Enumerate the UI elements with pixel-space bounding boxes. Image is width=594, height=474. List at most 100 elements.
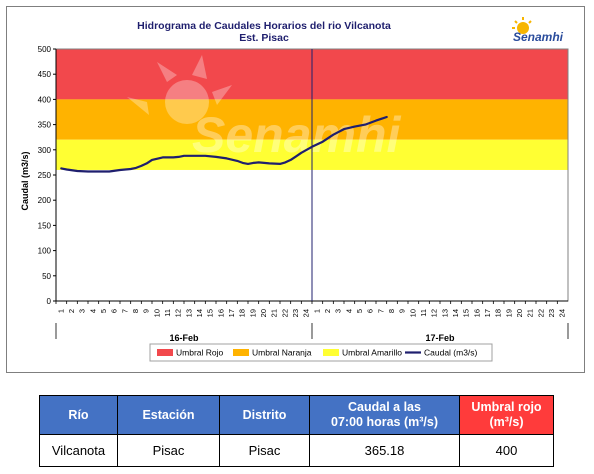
x-tick-label: 3 xyxy=(78,309,87,313)
x-tick-label: 21 xyxy=(526,309,535,317)
cell-estacion: Pisac xyxy=(117,434,220,467)
watermark-text: Senamhi xyxy=(192,107,402,163)
y-tick-label: 50 xyxy=(42,272,51,281)
x-tick-label: 24 xyxy=(558,309,567,317)
header-umbral-line1: Umbral rojo xyxy=(471,400,542,414)
x-tick-label: 8 xyxy=(131,309,140,313)
series-line-0 xyxy=(60,115,388,173)
x-tick-label: 1 xyxy=(56,309,65,313)
legend-swatch xyxy=(157,349,173,356)
x-tick-label: 6 xyxy=(110,309,119,313)
sun-icon xyxy=(512,17,532,34)
legend-swatch xyxy=(323,349,339,356)
header-estacion: Estación xyxy=(117,395,220,435)
header-distrito: Distrito xyxy=(219,395,310,435)
x-tick-label: 19 xyxy=(248,309,257,317)
legend-label: Umbral Amarillo xyxy=(342,348,402,358)
x-tick-label: 22 xyxy=(280,309,289,317)
y-tick-label: 300 xyxy=(38,146,52,155)
day-label: 17-Feb xyxy=(425,333,455,343)
legend-label: Umbral Rojo xyxy=(176,348,224,358)
day-label: 16-Feb xyxy=(169,333,199,343)
y-tick-label: 250 xyxy=(38,171,52,180)
y-axis-label: Caudal (m3/s) xyxy=(20,151,30,210)
x-tick-label: 13 xyxy=(440,309,449,317)
day-labels: 16-Feb 17-Feb xyxy=(169,333,455,343)
x-tick-label: 3 xyxy=(334,309,343,313)
x-tick-label: 15 xyxy=(462,309,471,317)
x-tick-label: 5 xyxy=(355,309,364,313)
header-umbral-line2: (m³/s) xyxy=(489,415,524,429)
x-tick-label: 23 xyxy=(547,309,556,317)
cell-umbral: 400 xyxy=(459,434,554,467)
y-tick-label: 100 xyxy=(38,247,52,256)
header-caudal-line2: 07:00 horas (m³/s) xyxy=(331,415,438,429)
watermark: Senamhi xyxy=(127,55,402,163)
cell-caudal: 365.18 xyxy=(309,434,460,467)
cell-distrito: Pisac xyxy=(219,434,310,467)
x-tick-label: 2 xyxy=(67,309,76,313)
x-tick-label: 5 xyxy=(99,309,108,313)
x-tick-label: 14 xyxy=(195,309,204,317)
table-header-row: Río Estación Distrito Caudal a las 07:00… xyxy=(39,395,554,435)
x-tick-label: 11 xyxy=(163,309,172,317)
x-tick-label: 4 xyxy=(88,309,97,313)
x-tick-label: 21 xyxy=(270,309,279,317)
y-ticks: 0 50 100 150 200 250 300 350 400 450 500 xyxy=(38,45,56,306)
hydrograph-chart: Hidrograma de Caudales Horarios del rio … xyxy=(20,17,569,362)
header-umbral-rojo: Umbral rojo (m³/s) xyxy=(459,395,554,435)
x-tick-label: 12 xyxy=(174,309,183,317)
y-tick-label: 150 xyxy=(38,221,52,230)
x-tick-label: 16 xyxy=(216,309,225,317)
header-caudal-line1: Caudal a las xyxy=(348,400,421,414)
x-tick-label: 1 xyxy=(312,309,321,313)
y-tick-label: 0 xyxy=(47,297,52,306)
x-tick-label: 10 xyxy=(408,309,417,317)
x-tick-label: 2 xyxy=(323,309,332,313)
x-tick-label: 17 xyxy=(483,309,492,317)
y-tick-label: 350 xyxy=(38,121,52,130)
x-tick-label: 20 xyxy=(515,309,524,317)
y-tick-label: 200 xyxy=(38,196,52,205)
x-tick-label: 4 xyxy=(344,309,353,313)
legend-box xyxy=(149,343,493,362)
header-rio: Río xyxy=(39,395,118,435)
x-tick-label: 18 xyxy=(494,309,503,317)
table-row: Vilcanota Pisac Pisac 365.18 400 xyxy=(39,434,554,467)
x-tick-label: 18 xyxy=(238,309,247,317)
logo-text: Senamhi xyxy=(513,30,564,44)
x-tick-label: 11 xyxy=(419,309,428,317)
x-tick-label: 9 xyxy=(142,309,151,313)
x-tick-label: 16 xyxy=(472,309,481,317)
x-tick-label: 22 xyxy=(536,309,545,317)
cell-rio: Vilcanota xyxy=(39,434,118,467)
x-tick-label: 8 xyxy=(387,309,396,313)
watermark-sun-icon xyxy=(127,55,232,124)
legend-label: Caudal (m3/s) xyxy=(424,348,478,358)
x-ticks: 1 2 3 4 5 6 7 8 9 10 11 12 13 14 15 16 17 18 19 20 21 22 23 24 1… xyxy=(55,301,567,317)
x-tick-label: 15 xyxy=(206,309,215,317)
y-tick-label: 400 xyxy=(38,95,52,104)
x-tick-label: 20 xyxy=(259,309,268,317)
x-tick-label: 13 xyxy=(184,309,193,317)
x-tick-label: 7 xyxy=(376,309,385,313)
x-tick-label: 23 xyxy=(291,309,300,317)
x-tick-label: 7 xyxy=(120,309,129,313)
chart-subtitle: Est. Pisac xyxy=(239,32,289,44)
x-tick-label: 9 xyxy=(398,309,407,313)
legend-swatch xyxy=(233,349,249,356)
header-caudal: Caudal a las 07:00 horas (m³/s) xyxy=(309,395,460,435)
series-lines xyxy=(60,115,388,173)
x-tick-label: 12 xyxy=(430,309,439,317)
y-tick-label: 500 xyxy=(38,45,52,54)
summary-table: Río Estación Distrito Caudal a las 07:00… xyxy=(39,395,554,467)
legend-label: Umbral Naranja xyxy=(252,348,312,358)
chart-frame: Hidrograma de Caudales Horarios del rio … xyxy=(6,6,585,373)
x-tick-label: 19 xyxy=(504,309,513,317)
y-tick-label: 450 xyxy=(38,70,52,79)
x-tick-label: 24 xyxy=(302,309,311,317)
x-tick-label: 14 xyxy=(451,309,460,317)
chart-title: Hidrograma de Caudales Horarios del rio … xyxy=(137,20,391,32)
x-tick-label: 6 xyxy=(366,309,375,313)
senamhi-logo: Senamhi xyxy=(512,17,564,44)
